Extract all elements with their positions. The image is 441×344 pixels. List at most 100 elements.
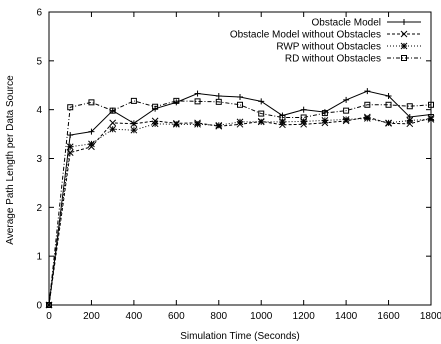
data-point — [406, 103, 413, 110]
x-tick-label: 0 — [46, 311, 52, 322]
data-point — [321, 117, 329, 124]
marker-stroke — [321, 110, 328, 117]
legend-marker — [401, 19, 407, 25]
x-tick-label: 200 — [83, 311, 100, 322]
data-point — [194, 120, 201, 128]
data-point — [364, 101, 371, 108]
legend-entry: RWP without Obstacles — [276, 42, 421, 53]
series-line — [48, 117, 432, 306]
x-tick-label: 800 — [210, 311, 227, 322]
data-point — [88, 140, 95, 148]
y-tick-label: 2 — [36, 203, 42, 214]
y-axis-label: Average Path Length per Data Source — [5, 75, 16, 245]
marker-stroke — [172, 120, 180, 128]
marker-stroke — [385, 101, 392, 108]
marker-stroke — [194, 98, 201, 105]
data-point — [321, 110, 328, 117]
marker-stroke — [152, 103, 159, 110]
marker-stroke — [130, 97, 137, 104]
legend-marker — [400, 42, 408, 50]
data-point — [194, 90, 201, 97]
data-point — [215, 121, 223, 129]
data-point — [364, 88, 371, 95]
legend-label: RWP without Obstacles — [276, 42, 381, 53]
marker-stroke — [236, 118, 244, 126]
marker-stroke — [215, 98, 222, 105]
marker-stroke — [109, 107, 116, 114]
x-tick-label: 400 — [126, 311, 143, 322]
marker-stroke — [173, 97, 180, 104]
legend-label: Obstacle Model without Obstacles — [230, 30, 381, 41]
x-axis: 0 200 400 600 800 1000 1200 1400 1600 1800 — [46, 12, 441, 322]
data-point — [152, 103, 159, 110]
series-4 — [46, 97, 434, 308]
marker-stroke — [363, 115, 371, 122]
marker-stroke — [130, 126, 138, 134]
data-point — [237, 93, 243, 100]
marker-stroke — [67, 104, 74, 111]
x-axis-label: Simulation Time (Seconds) — [180, 331, 300, 342]
data-point — [258, 98, 265, 105]
marker-stroke — [237, 101, 243, 108]
legend-label: RD without Obstacles — [285, 54, 381, 65]
data-point — [67, 132, 74, 139]
marker-stroke — [258, 110, 265, 117]
marker-stroke — [88, 99, 95, 106]
data-point — [258, 110, 265, 117]
data-point — [257, 118, 265, 126]
data-point — [236, 118, 244, 126]
legend-entry: RD without Obstacles — [285, 54, 421, 65]
x-tick-label: 1000 — [250, 311, 273, 322]
data-point — [300, 106, 307, 113]
marker-stroke — [194, 120, 201, 128]
data-point — [151, 120, 159, 128]
marker-stroke — [66, 143, 74, 151]
data-point — [406, 117, 414, 124]
data-point — [109, 107, 116, 114]
series-3 — [45, 115, 435, 309]
x-tick-label: 600 — [168, 311, 185, 322]
data-point — [130, 97, 137, 104]
marker-stroke — [130, 120, 138, 128]
series-line — [48, 116, 432, 306]
data-point — [67, 104, 74, 111]
data-point — [88, 128, 95, 135]
data-point — [342, 116, 350, 123]
data-point — [427, 116, 435, 123]
x-tick-label: 1200 — [293, 311, 316, 322]
marker-stroke — [364, 101, 371, 108]
data-point — [130, 126, 138, 134]
legend-marker — [400, 30, 408, 38]
x-tick-label: 1800 — [420, 311, 441, 322]
legend-marker — [401, 55, 407, 61]
x-tick-label: 1400 — [335, 311, 358, 322]
marker-stroke — [257, 118, 265, 126]
legend-entry: Obstacle Model without Obstacles — [230, 30, 421, 41]
data-point — [385, 119, 392, 127]
data-point — [194, 98, 201, 105]
data-point — [109, 119, 117, 127]
marker-stroke — [109, 125, 117, 133]
y-tick-label: 4 — [36, 105, 42, 116]
y-axis: 0 1 2 3 4 5 6 — [36, 8, 431, 312]
marker-stroke — [385, 119, 392, 127]
data-point — [363, 115, 371, 122]
data-point — [237, 101, 243, 108]
data-point — [428, 101, 434, 108]
data-point — [343, 96, 350, 103]
y-tick-label: 1 — [36, 252, 42, 263]
legend-label: Obstacle Model — [312, 18, 381, 29]
y-tick-label: 3 — [36, 154, 42, 165]
data-point — [130, 120, 138, 128]
data-point — [300, 114, 307, 121]
marker-stroke — [427, 116, 435, 123]
marker-stroke — [66, 149, 74, 156]
marker-stroke — [406, 103, 413, 110]
marker-stroke — [400, 42, 408, 50]
data-point — [172, 120, 180, 128]
marker-stroke — [321, 117, 329, 124]
data-point — [109, 125, 117, 133]
marker-stroke — [406, 117, 414, 124]
